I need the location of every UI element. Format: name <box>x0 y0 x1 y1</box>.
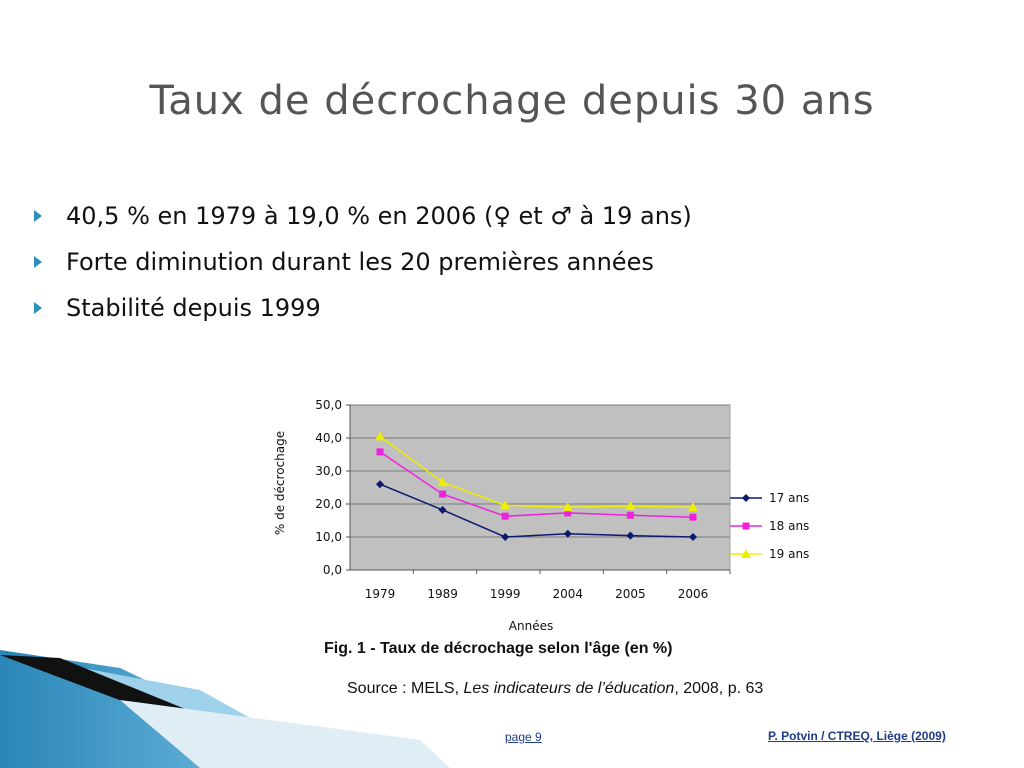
legend-label-17-ans: 17 ans <box>769 491 809 505</box>
data-point-19-ans <box>375 431 385 441</box>
data-point-19-ans <box>500 500 511 510</box>
bullet-item: Stabilité depuis 1999 <box>34 288 692 334</box>
data-point-17-ans <box>376 480 384 489</box>
plot-background <box>349 404 731 571</box>
x-tick-label: 1989 <box>427 587 458 601</box>
data-point-17-ans <box>438 505 447 514</box>
data-point-19-ans <box>562 502 573 512</box>
data-point-17-ans <box>563 529 572 538</box>
y-tick-label: 30,0 <box>315 464 342 478</box>
series-line-18-ans <box>379 451 694 518</box>
y-axis-title: % de décrochage <box>273 431 287 535</box>
source-citation: Source : MELS, Les indicateurs de l’éduc… <box>347 680 763 698</box>
series-line-17-ans <box>379 483 694 538</box>
bullet-list: 40,5 % en 1979 à 19,0 % en 2006 (♀ et ♂ … <box>34 196 692 334</box>
legend-marker-17-ans <box>742 494 750 502</box>
data-point-18-ans <box>689 513 697 521</box>
data-point-19-ans <box>688 502 698 512</box>
y-tick-label: 40,0 <box>315 431 342 445</box>
data-point-18-ans <box>439 490 447 498</box>
bullet-text: 40,5 % en 1979 à 19,0 % en 2006 (♀ et ♂ … <box>66 202 692 230</box>
x-tick-label: 2005 <box>615 587 646 601</box>
data-point-17-ans <box>501 533 510 541</box>
legend-marker-18-ans <box>742 522 750 530</box>
x-axis-title: Années <box>509 619 553 633</box>
data-point-18-ans <box>501 512 509 520</box>
data-point-19-ans <box>625 500 636 510</box>
series-line-19-ans <box>379 435 694 509</box>
bullet-text: Stabilité depuis 1999 <box>66 294 321 322</box>
bullet-arrow-icon <box>34 210 42 222</box>
slide-title: Taux de décrochage depuis 30 ans <box>149 78 875 124</box>
x-tick-label: 2004 <box>553 587 584 601</box>
bullet-arrow-icon <box>34 302 42 314</box>
y-tick-label: 20,0 <box>315 497 342 511</box>
x-tick-label: 1999 <box>490 587 521 601</box>
source-prefix: Source : MELS, <box>347 680 464 697</box>
x-tick-label: 2006 <box>678 587 709 601</box>
legend-label-19-ans: 19 ans <box>769 547 809 561</box>
data-point-17-ans <box>689 533 697 541</box>
data-point-19-ans <box>437 477 448 487</box>
y-tick-label: 0,0 <box>323 563 342 577</box>
bullet-text: Forte diminution durant les 20 premières… <box>66 248 654 276</box>
source-title: Les indicateurs de l’éducation <box>463 680 675 697</box>
x-tick-label: 1979 <box>365 587 396 601</box>
y-tick-label: 50,0 <box>315 398 342 412</box>
legend-marker-19-ans <box>741 549 751 558</box>
page-number-link[interactable]: page 9 <box>505 730 542 744</box>
data-point-18-ans <box>626 511 634 519</box>
source-suffix: , 2008, p. 63 <box>674 680 764 697</box>
data-point-18-ans <box>376 448 384 456</box>
figure-caption: Fig. 1 - Taux de décrochage selon l'âge … <box>324 640 673 657</box>
credit-link[interactable]: P. Potvin / CTREQ, Liège (2009) <box>768 729 946 743</box>
legend-label-18-ans: 18 ans <box>769 519 809 533</box>
data-point-17-ans <box>626 531 635 540</box>
y-tick-label: 10,0 <box>315 530 342 544</box>
bullet-item: 40,5 % en 1979 à 19,0 % en 2006 (♀ et ♂ … <box>34 196 692 242</box>
bullet-item: Forte diminution durant les 20 premières… <box>34 242 692 288</box>
bullet-arrow-icon <box>34 256 42 268</box>
data-point-18-ans <box>564 509 572 517</box>
